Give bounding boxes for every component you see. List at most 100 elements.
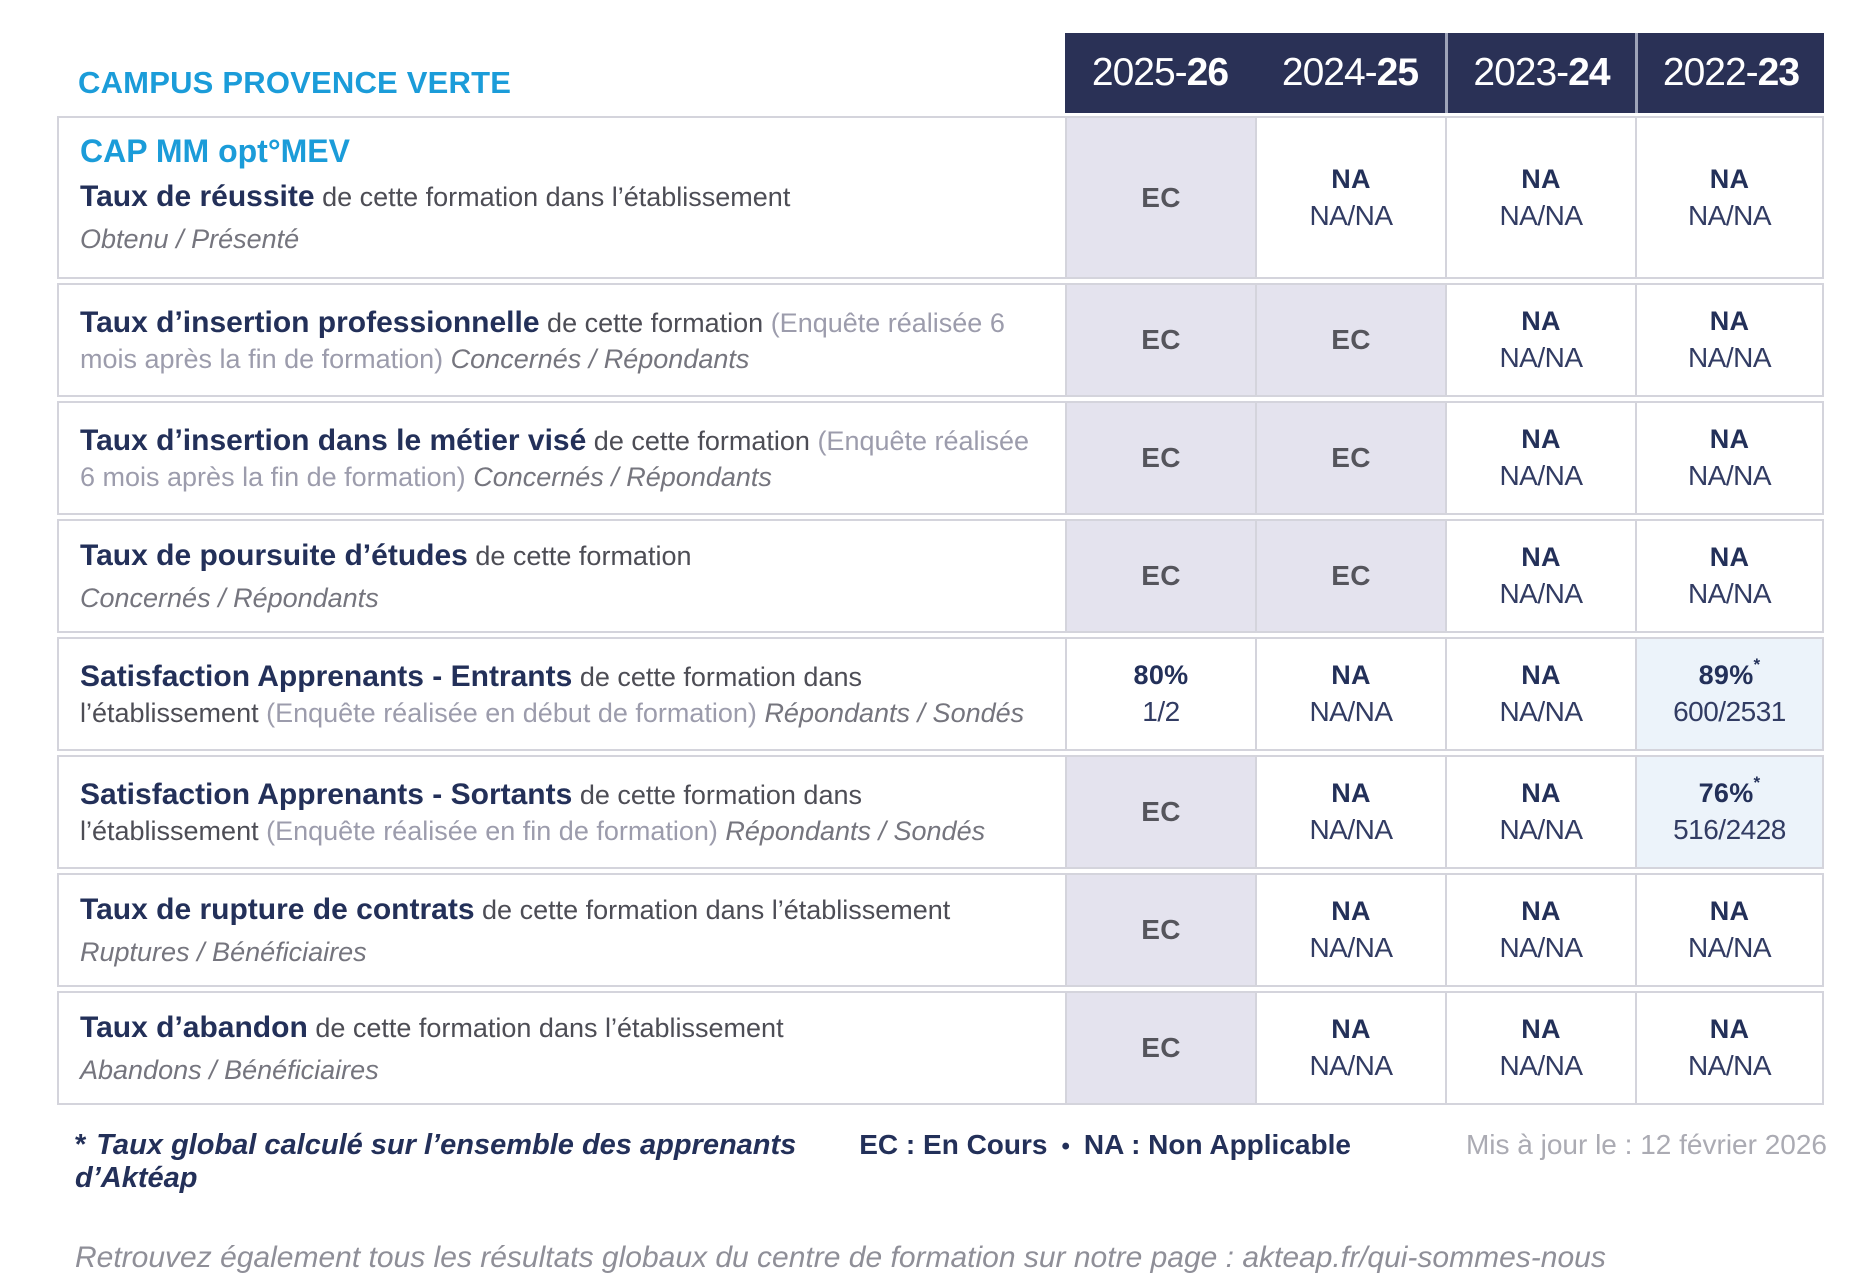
value-percent: 76% — [1698, 778, 1754, 808]
updated-date: Mis à jour le : 12 février 2026 — [1465, 1129, 1827, 1160]
year-header-2024-25: 2024- 25 — [1255, 33, 1445, 113]
row-description: de cette formation dans l’établissement — [322, 182, 791, 212]
value-cell: EC — [1065, 283, 1255, 397]
asterisk: * — [1753, 773, 1761, 792]
value-cell: EC — [1255, 401, 1445, 515]
program-title: CAP MM opt°MEV — [80, 133, 350, 169]
value-sub: NA/NA — [1499, 199, 1583, 231]
value-cell: EC — [1065, 401, 1255, 515]
row-label-poursuite-etudes: Taux de poursuite d’études de cette form… — [57, 519, 1065, 633]
value-sub: NA/NA — [1309, 814, 1393, 845]
year-header-2022-23: 2022- 23 — [1635, 33, 1824, 113]
year-suffix: 23 — [1757, 51, 1800, 94]
value-cell: NA NA/NA — [1445, 401, 1635, 515]
value-sub: NA/NA — [1687, 1050, 1772, 1081]
row-title: Taux de rupture de contrats — [80, 893, 475, 927]
value-sub: 600/2531 — [1673, 696, 1786, 727]
value-main: EC — [1141, 324, 1181, 355]
asterisk: * — [75, 1129, 87, 1161]
header: CAMPUS PROVENCE VERTE 2025- 26 2024- 25 20… — [57, 0, 1827, 113]
value-sub: NA/NA — [1309, 696, 1393, 727]
value-main: NA — [1331, 660, 1371, 690]
value-cell: NA NA/NA — [1445, 116, 1635, 279]
value-cell: EC — [1065, 116, 1255, 279]
year-suffix: 25 — [1376, 51, 1419, 94]
value-main: NA — [1521, 778, 1561, 808]
asterisk-note: * Taux global calculé sur l’ensemble des … — [75, 1129, 859, 1195]
legend-na: NA : Non Applicable — [1083, 1129, 1351, 1160]
asterisk: * — [1753, 655, 1761, 674]
value-main: NA — [1709, 896, 1750, 926]
row-label-insertion-professionnelle: Taux d’insertion professionnelle de cett… — [57, 283, 1065, 397]
value-cell: NA NA/NA — [1255, 873, 1445, 987]
row-survey-note: (Enquête réalisée 6 mois après la fin de… — [80, 426, 1030, 492]
value-sub: NA/NA — [1687, 578, 1772, 609]
value-main: EC — [1141, 914, 1181, 945]
value-sub: NA/NA — [1687, 460, 1772, 491]
row-title: Satisfaction Apprenants - Sortants — [80, 778, 573, 812]
year-header-2023-24: 2023- 24 — [1445, 33, 1635, 113]
year-suffix: 26 — [1186, 51, 1229, 94]
value-main: EC — [1331, 324, 1371, 355]
year-prefix: 2023- — [1473, 51, 1569, 94]
value-cell: EC — [1065, 755, 1255, 869]
row-ratio-label: Concernés / Répondants — [473, 461, 772, 492]
value-main: NA — [1709, 542, 1750, 572]
value-main: NA — [1521, 660, 1561, 690]
value-cell: 76%* 516/2428 — [1635, 755, 1824, 869]
value-cell: NA NA/NA — [1255, 116, 1445, 279]
value-cell: EC — [1255, 519, 1445, 633]
value-sub: NA/NA — [1687, 342, 1772, 373]
row-description: de cette formation dans l’établissement — [482, 895, 951, 926]
value-cell: NA NA/NA — [1635, 283, 1824, 397]
value-cell: 80% 1/2 — [1065, 637, 1255, 751]
value-cell: NA NA/NA — [1635, 873, 1824, 987]
year-suffix: 24 — [1568, 51, 1610, 94]
row-description: de cette formation dans l’établissement — [80, 780, 862, 846]
results-table: CAP MM opt°MEV Taux de réussite de cette… — [57, 116, 1827, 1105]
global-results-note: Retrouvez également tous les résultats g… — [75, 1241, 1606, 1274]
value-cell: NA NA/NA — [1445, 873, 1635, 987]
row-label-insertion-metier-vise: Taux d’insertion dans le métier visé de … — [57, 401, 1065, 515]
row-title: Taux d’insertion professionnelle — [80, 306, 540, 340]
value-cell: NA NA/NA — [1635, 401, 1824, 515]
value-main: NA — [1709, 163, 1750, 194]
value-sub: NA/NA — [1499, 696, 1583, 727]
row-description: de cette formation — [547, 308, 764, 339]
value-sub: NA/NA — [1499, 578, 1583, 609]
value-main: NA — [1709, 1014, 1750, 1044]
year-header-2025-26: 2025- 26 — [1065, 33, 1255, 113]
row-ratio-label: Répondants / Sondés — [764, 697, 1025, 728]
value-sub: NA/NA — [1309, 932, 1393, 963]
value-main: NA — [1521, 306, 1561, 336]
value-cell: NA NA/NA — [1255, 755, 1445, 869]
value-main: EC — [1331, 560, 1371, 591]
row-ratio-label: Concernés / Répondants — [80, 582, 379, 613]
value-cell: EC — [1065, 873, 1255, 987]
value-main: NA — [1521, 542, 1561, 572]
value-main: EC — [1141, 442, 1181, 473]
value-main: NA — [1709, 424, 1750, 454]
value-main: NA — [1521, 896, 1561, 926]
value-main: NA — [1521, 424, 1561, 454]
value-main: NA — [1331, 1014, 1371, 1044]
row-title: Taux de poursuite d’études — [80, 539, 468, 573]
value-sub: NA/NA — [1499, 460, 1583, 491]
value-cell: NA NA/NA — [1635, 991, 1824, 1105]
row-ratio-label: Abandons / Bénéficiaires — [80, 1054, 379, 1085]
row-survey-note: (Enquête réalisée 6 mois après la fin de… — [80, 308, 1005, 374]
row-label-rupture-contrats: Taux de rupture de contrats de cette for… — [57, 873, 1065, 987]
value-percent: 89% — [1698, 660, 1754, 690]
value-main: EC — [1141, 796, 1181, 827]
value-cell: EC — [1065, 991, 1255, 1105]
value-sub: 1/2 — [1142, 696, 1180, 727]
value-main: NA — [1709, 306, 1750, 336]
value-cell: NA NA/NA — [1445, 637, 1635, 751]
value-cell: NA NA/NA — [1445, 283, 1635, 397]
row-ratio-label: Répondants / Sondés — [725, 815, 986, 846]
value-main: EC — [1141, 181, 1181, 213]
row-title: Taux d’insertion dans le métier visé — [80, 424, 587, 458]
row-title: Taux d’abandon — [80, 1011, 308, 1045]
row-description: de cette formation dans l’établissement — [315, 1013, 784, 1044]
